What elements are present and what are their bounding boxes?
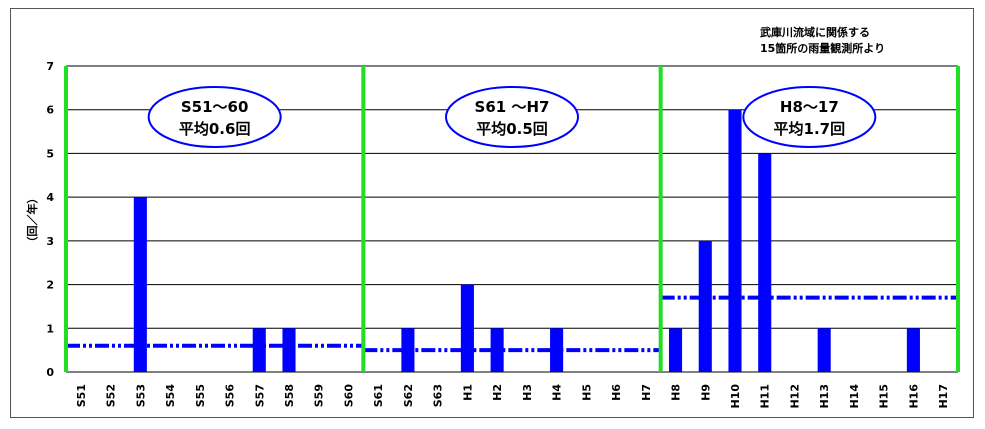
x-tick-H12: H12	[788, 384, 801, 409]
x-tick-H5: H5	[580, 384, 593, 401]
bar-S57	[252, 328, 266, 372]
x-tick-H15: H15	[878, 384, 891, 409]
y-tick-6: 6	[46, 104, 54, 117]
y-tick-5: 5	[46, 147, 54, 160]
x-tick-labels: S51 S52 S53 S54 S55 S56 S57 S58 S59 S60 S61 S62 S63 H…	[75, 384, 950, 409]
y-axis-label: （回／年）	[25, 193, 39, 248]
period-oval-1	[147, 86, 282, 148]
x-tick-S59: S59	[313, 384, 326, 407]
average-lines	[66, 295, 958, 353]
bar-H11	[758, 153, 772, 372]
period-annotations: S51～60 平均0.6回 S61 ～H7 平均0.5回 H8～17 平均1.7回	[147, 86, 877, 148]
period-label-2: S61 ～H7	[475, 98, 550, 116]
bar-S58	[282, 328, 296, 372]
x-tick-H1: H1	[461, 384, 474, 401]
source-note-line-1: 武庫川流域に関係する	[760, 25, 870, 39]
period-oval-2	[445, 86, 579, 148]
x-tick-H4: H4	[551, 384, 564, 401]
y-tick-1: 1	[46, 322, 54, 335]
x-tick-H8: H8	[670, 384, 683, 401]
y-tick-4: 4	[46, 191, 54, 204]
x-tick-H7: H7	[640, 384, 653, 401]
x-tick-H14: H14	[848, 384, 861, 409]
x-tick-S58: S58	[283, 384, 296, 407]
bar-S62	[401, 328, 415, 372]
y-tick-2: 2	[46, 279, 54, 292]
x-tick-H2: H2	[491, 384, 504, 401]
x-tick-H10: H10	[729, 384, 742, 409]
period-label-3: H8～17	[780, 98, 839, 116]
source-note: 武庫川流域に関係する 15箇所の雨量観測所より	[760, 25, 885, 55]
x-tick-S60: S60	[342, 384, 355, 408]
x-tick-S53: S53	[134, 384, 147, 407]
period-average-3: 平均1.7回	[774, 120, 846, 138]
bar-S53	[133, 197, 147, 372]
y-tick-7: 7	[46, 60, 54, 73]
period-average-1: 平均0.6回	[179, 120, 251, 138]
period-dividers	[64, 66, 960, 372]
x-tick-S52: S52	[105, 384, 118, 407]
x-tick-S57: S57	[253, 384, 266, 407]
x-tick-H13: H13	[818, 384, 831, 409]
x-tick-S55: S55	[194, 384, 207, 407]
bar-H16	[906, 328, 920, 372]
x-tick-S61: S61	[372, 384, 385, 407]
x-tick-S62: S62	[402, 384, 415, 407]
x-tick-S54: S54	[164, 384, 177, 408]
y-tick-labels: 0 1 2 3 4 5 6 7	[46, 60, 54, 379]
x-tick-H3: H3	[521, 384, 534, 401]
source-note-line-2: 15箇所の雨量観測所より	[760, 41, 885, 55]
bar-H10	[728, 109, 742, 372]
x-tick-S63: S63	[432, 384, 445, 407]
y-tick-3: 3	[46, 235, 54, 248]
bar-H13	[817, 328, 831, 372]
bar-H1	[460, 284, 474, 372]
period-average-2: 平均0.5回	[476, 120, 548, 138]
x-tick-S51: S51	[75, 384, 88, 407]
x-tick-H6: H6	[610, 384, 623, 401]
y-tick-0: 0	[46, 366, 54, 379]
bar-H9	[698, 240, 712, 372]
bar-H8	[668, 328, 683, 372]
x-tick-H17: H17	[937, 384, 950, 409]
x-tick-H16: H16	[907, 384, 920, 409]
x-tick-H9: H9	[699, 384, 712, 401]
period-oval-3	[742, 86, 877, 148]
period-label-1: S51～60	[181, 98, 249, 116]
bars	[133, 109, 920, 372]
x-tick-S56: S56	[224, 384, 237, 408]
x-tick-H11: H11	[759, 384, 772, 409]
